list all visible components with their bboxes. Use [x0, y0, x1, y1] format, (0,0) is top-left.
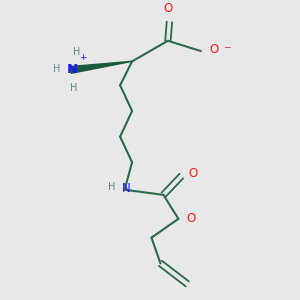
- Text: H: H: [53, 64, 60, 74]
- Text: N: N: [122, 182, 130, 194]
- Text: O: O: [187, 212, 196, 225]
- Text: N: N: [67, 63, 78, 76]
- Text: H: H: [108, 182, 116, 192]
- Text: −: −: [223, 43, 231, 52]
- Text: +: +: [79, 53, 87, 62]
- Polygon shape: [70, 61, 132, 73]
- Text: O: O: [163, 2, 172, 15]
- Text: O: O: [210, 43, 219, 56]
- Text: O: O: [189, 167, 198, 180]
- Text: H: H: [73, 47, 80, 57]
- Text: H: H: [70, 83, 77, 93]
